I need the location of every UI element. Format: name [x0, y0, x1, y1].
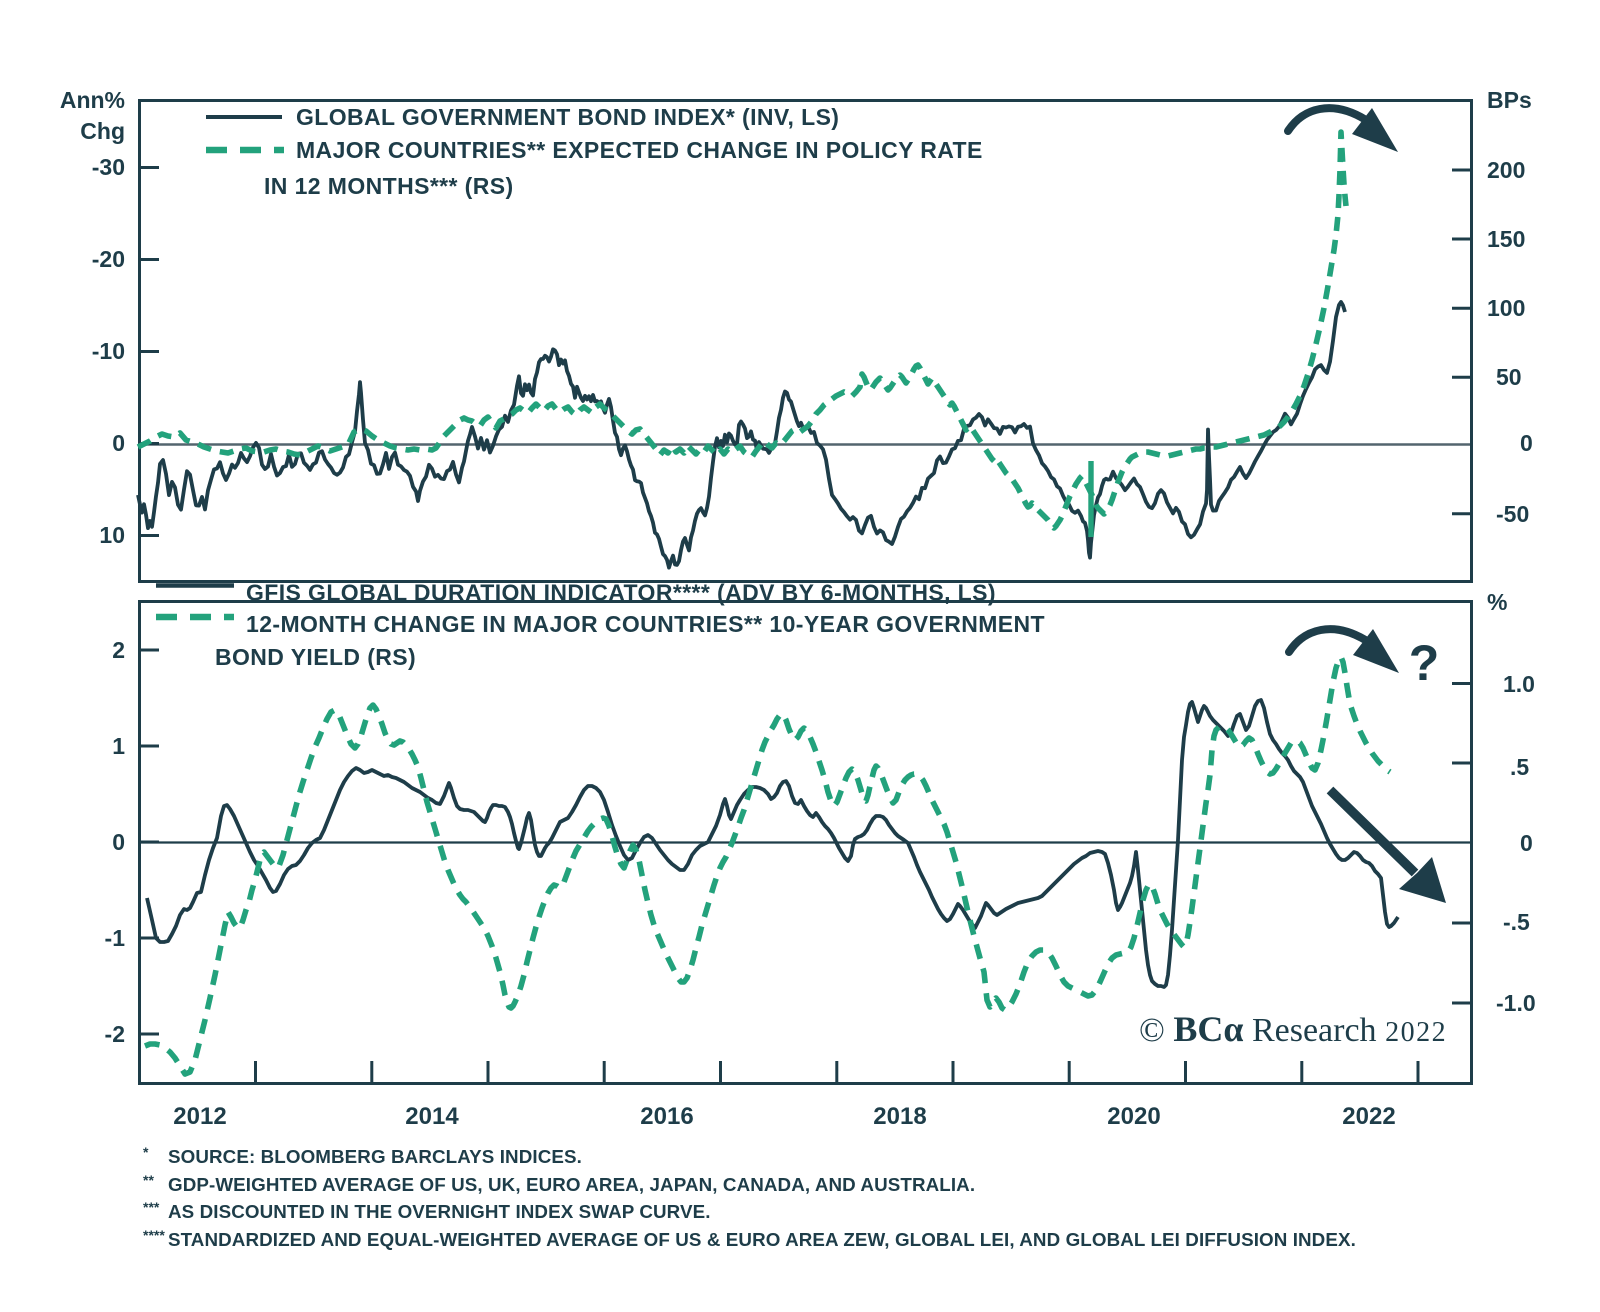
svg-text:MAJOR COUNTRIES** EXPECTED CHA: MAJOR COUNTRIES** EXPECTED CHANGE IN POL… [296, 137, 983, 163]
svg-text:2022: 2022 [1342, 1103, 1395, 1130]
svg-text:0: 0 [1520, 830, 1533, 856]
svg-text:2: 2 [112, 637, 125, 663]
svg-text:IN 12 MONTHS*** (RS): IN 12 MONTHS*** (RS) [264, 173, 514, 199]
svg-text:-50: -50 [1496, 501, 1529, 527]
svg-text:2018: 2018 [873, 1103, 926, 1130]
svg-text:*: * [143, 1144, 149, 1160]
svg-text:-20: -20 [92, 246, 125, 272]
svg-text:2014: 2014 [405, 1103, 459, 1130]
svg-text:100: 100 [1487, 295, 1525, 321]
svg-text:-1.0: -1.0 [1496, 990, 1536, 1016]
svg-text:10: 10 [99, 522, 125, 548]
svg-text:.5: .5 [1510, 754, 1529, 780]
svg-text:200: 200 [1487, 157, 1525, 183]
svg-text:-10: -10 [92, 338, 125, 364]
svg-text:BOND YIELD (RS): BOND YIELD (RS) [215, 644, 416, 670]
svg-text:-.5: -.5 [1503, 909, 1530, 935]
svg-text:?: ? [1409, 635, 1440, 691]
svg-text:1: 1 [112, 733, 125, 759]
svg-text:**: ** [143, 1172, 154, 1188]
svg-text:***: *** [143, 1199, 160, 1215]
svg-text:50: 50 [1496, 364, 1522, 390]
svg-text:STANDARDIZED AND EQUAL-WEIGHTE: STANDARDIZED AND EQUAL-WEIGHTED AVERAGE … [168, 1229, 1356, 1250]
svg-text:Chg: Chg [80, 118, 125, 144]
svg-text:2020: 2020 [1107, 1103, 1160, 1130]
svg-text:0: 0 [1520, 430, 1533, 456]
svg-text:GLOBAL GOVERNMENT BOND INDEX*: GLOBAL GOVERNMENT BOND INDEX* (INV, LS) [296, 104, 839, 130]
svg-text:GFIS GLOBAL DURATION INDICATOR: GFIS GLOBAL DURATION INDICATOR**** (ADV … [246, 580, 996, 606]
svg-text:-2: -2 [105, 1021, 125, 1047]
svg-text:-30: -30 [92, 154, 125, 180]
svg-text:****: **** [143, 1227, 165, 1243]
svg-text:150: 150 [1487, 226, 1525, 252]
svg-text:0: 0 [112, 430, 125, 456]
svg-text:0: 0 [112, 829, 125, 855]
svg-text:GDP-WEIGHTED AVERAGE OF US, UK: GDP-WEIGHTED AVERAGE OF US, UK, EURO ARE… [168, 1174, 975, 1195]
svg-text:2016: 2016 [640, 1103, 693, 1130]
svg-text:2012: 2012 [173, 1103, 226, 1130]
svg-text:BPs: BPs [1487, 87, 1532, 113]
svg-text:-1: -1 [105, 925, 126, 951]
svg-text:%: % [1487, 589, 1507, 615]
svg-text:12-MONTH CHANGE IN MAJOR COUNT: 12-MONTH CHANGE IN MAJOR COUNTRIES** 10-… [246, 611, 1045, 637]
svg-text:SOURCE: BLOOMBERG BARCLAYS IND: SOURCE: BLOOMBERG BARCLAYS INDICES. [168, 1146, 582, 1167]
svg-text:1.0: 1.0 [1503, 671, 1535, 697]
svg-text:Ann%: Ann% [60, 87, 125, 113]
svg-text:AS DISCOUNTED IN THE OVERNIGHT: AS DISCOUNTED IN THE OVERNIGHT INDEX SWA… [168, 1201, 711, 1222]
